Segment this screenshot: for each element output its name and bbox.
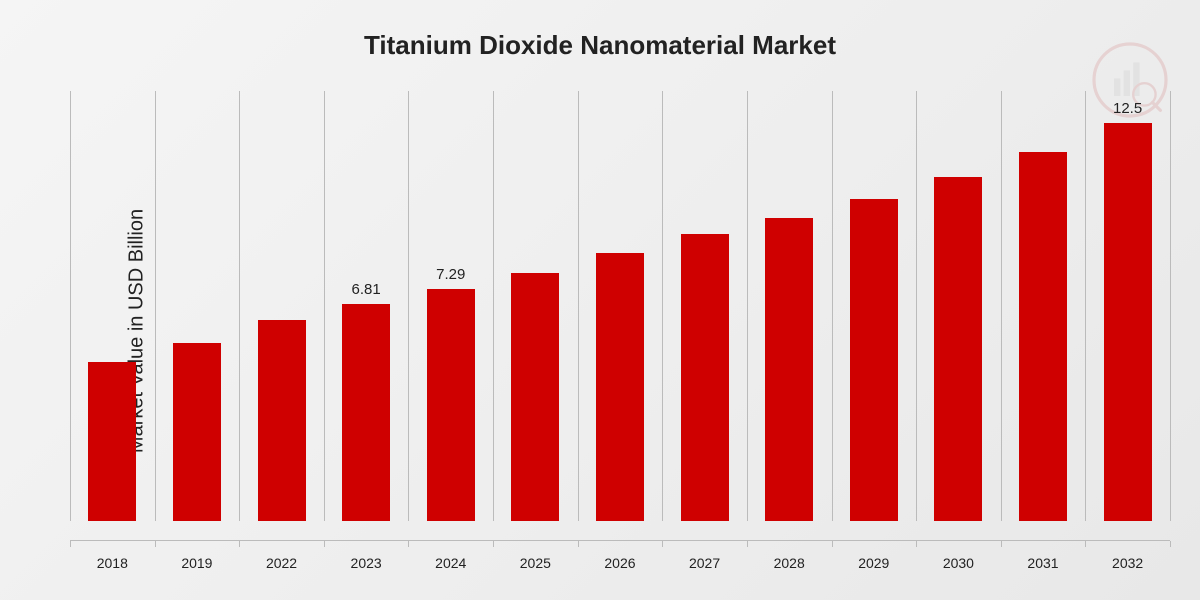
x-tick bbox=[324, 541, 325, 547]
bar bbox=[427, 289, 475, 521]
x-axis-label: 2023 bbox=[325, 555, 408, 571]
bar-group bbox=[917, 177, 1000, 521]
x-axis-label: 2024 bbox=[409, 555, 492, 571]
chart-container: Market Value in USD Billion 6.817.2912.5… bbox=[0, 71, 1200, 591]
grid-line bbox=[1170, 91, 1171, 521]
x-tick bbox=[578, 541, 579, 547]
x-axis-label: 2030 bbox=[917, 555, 1000, 571]
x-tick bbox=[1001, 541, 1002, 547]
bar bbox=[850, 199, 898, 521]
x-tick bbox=[916, 541, 917, 547]
x-axis-label: 2018 bbox=[71, 555, 154, 571]
x-axis-label: 2032 bbox=[1086, 555, 1169, 571]
x-tick bbox=[155, 541, 156, 547]
x-axis-label: 2025 bbox=[494, 555, 577, 571]
bar-group: 12.5 bbox=[1086, 123, 1169, 521]
bar-value-label: 6.81 bbox=[352, 281, 381, 298]
bar-group bbox=[663, 234, 746, 521]
bar-group: 6.81 bbox=[325, 304, 408, 521]
plot-area: 6.817.2912.5 bbox=[70, 91, 1170, 521]
grid-line bbox=[239, 91, 240, 521]
x-tick bbox=[493, 541, 494, 547]
bar-group bbox=[240, 320, 323, 521]
x-tick bbox=[1170, 541, 1171, 547]
grid-line bbox=[747, 91, 748, 521]
x-tick bbox=[832, 541, 833, 547]
bar bbox=[1104, 123, 1152, 521]
x-tick bbox=[662, 541, 663, 547]
x-axis-label: 2019 bbox=[156, 555, 239, 571]
x-axis-label: 2027 bbox=[663, 555, 746, 571]
bar bbox=[765, 218, 813, 521]
x-axis-label: 2026 bbox=[579, 555, 662, 571]
grid-line bbox=[324, 91, 325, 521]
x-tick bbox=[1085, 541, 1086, 547]
x-axis-label: 2029 bbox=[833, 555, 916, 571]
x-axis-labels: 2018201920222023202420252026202720282029… bbox=[70, 555, 1170, 571]
grid-line bbox=[493, 91, 494, 521]
bar-group bbox=[494, 273, 577, 521]
bars-container: 6.817.2912.5 bbox=[70, 91, 1170, 521]
x-axis-label: 2031 bbox=[1002, 555, 1085, 571]
bar bbox=[511, 273, 559, 521]
bar-value-label: 7.29 bbox=[436, 266, 465, 283]
grid-line bbox=[1085, 91, 1086, 521]
bar bbox=[681, 234, 729, 521]
bar bbox=[258, 320, 306, 521]
grid-line bbox=[832, 91, 833, 521]
bar-group bbox=[1002, 152, 1085, 521]
bar-group bbox=[156, 343, 239, 521]
bar bbox=[934, 177, 982, 521]
x-tick bbox=[70, 541, 71, 547]
chart-title: Titanium Dioxide Nanomaterial Market bbox=[0, 0, 1200, 71]
x-tick bbox=[747, 541, 748, 547]
bar-value-label: 12.5 bbox=[1113, 100, 1142, 117]
grid-line bbox=[916, 91, 917, 521]
grid-line bbox=[155, 91, 156, 521]
grid-line bbox=[578, 91, 579, 521]
bar-group bbox=[833, 199, 916, 521]
bar bbox=[173, 343, 221, 521]
x-axis-label: 2028 bbox=[748, 555, 831, 571]
bar-group bbox=[748, 218, 831, 521]
bar bbox=[596, 253, 644, 521]
x-axis-label: 2022 bbox=[240, 555, 323, 571]
bar-group bbox=[71, 362, 154, 521]
grid-line bbox=[662, 91, 663, 521]
grid-line bbox=[70, 91, 71, 521]
bar-group bbox=[579, 253, 662, 521]
bar bbox=[88, 362, 136, 521]
x-axis-line bbox=[70, 540, 1170, 541]
bar-group: 7.29 bbox=[409, 289, 492, 521]
x-tick bbox=[408, 541, 409, 547]
x-tick bbox=[239, 541, 240, 547]
grid-line bbox=[408, 91, 409, 521]
bar bbox=[342, 304, 390, 521]
grid-line bbox=[1001, 91, 1002, 521]
bar bbox=[1019, 152, 1067, 521]
